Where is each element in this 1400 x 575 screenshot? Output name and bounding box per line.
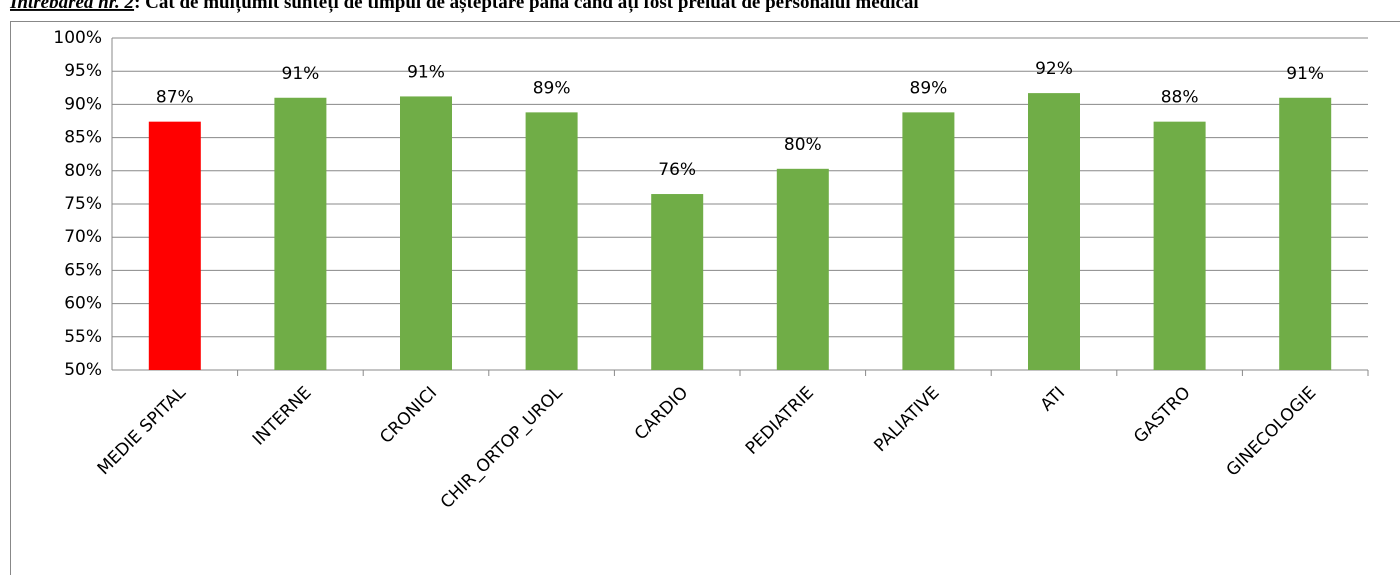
- y-tick-label: 70%: [64, 227, 102, 247]
- data-label: 87%: [156, 88, 194, 108]
- title-text: : Cât de mulțumit sunteți de timpul de a…: [134, 0, 919, 13]
- data-label: 76%: [658, 160, 696, 180]
- y-tick-label: 85%: [64, 128, 102, 148]
- x-tick-label: MEDIE SPITAL: [94, 383, 190, 479]
- title-prefix: Întrebarea nr. 2: [9, 0, 135, 13]
- x-tick-label: INTERNE: [249, 383, 316, 450]
- data-label: 92%: [1035, 59, 1073, 79]
- data-label: 91%: [1286, 64, 1324, 84]
- data-label: 91%: [282, 64, 320, 84]
- x-tick-label: ATI: [1037, 383, 1069, 415]
- y-tick-label: 50%: [64, 360, 102, 380]
- bar: [776, 168, 829, 370]
- y-tick-label: 80%: [64, 161, 102, 181]
- data-label: 89%: [910, 78, 948, 98]
- y-tick-label: 90%: [64, 94, 102, 114]
- y-tick-label: 75%: [64, 194, 102, 214]
- bar: [525, 112, 578, 371]
- bar: [1153, 121, 1206, 370]
- x-tick-label: GINECOLOGIE: [1223, 383, 1321, 481]
- bar: [148, 121, 201, 370]
- x-tick-label: CARDIO: [631, 383, 692, 444]
- chart-title: Întrebarea nr. 2: Cât de mulțumit sunteț…: [9, 0, 919, 13]
- chart-border: [10, 21, 1400, 575]
- x-tick-label: PEDIATRIE: [742, 383, 818, 459]
- x-tick-label: CRONICI: [376, 383, 441, 448]
- y-tick-label: 55%: [64, 327, 102, 347]
- bar: [274, 97, 327, 370]
- data-label: 91%: [407, 62, 445, 82]
- y-tick-label: 65%: [64, 260, 102, 280]
- data-label: 80%: [784, 135, 822, 155]
- x-tick-label: PALIATIVE: [870, 383, 943, 456]
- y-tick-label: 60%: [64, 294, 102, 314]
- y-tick-label: 95%: [64, 61, 102, 81]
- bar: [1028, 93, 1080, 370]
- bar: [651, 194, 704, 370]
- x-tick-label: GASTRO: [1130, 383, 1194, 447]
- x-tick-label: CHIR_ORTOP_UROL: [437, 383, 567, 513]
- bar: [1279, 97, 1332, 370]
- data-label: 88%: [1161, 88, 1199, 108]
- data-label: 89%: [533, 78, 571, 98]
- y-tick-label: 100%: [53, 28, 102, 48]
- bar: [400, 96, 452, 370]
- bar: [902, 112, 955, 371]
